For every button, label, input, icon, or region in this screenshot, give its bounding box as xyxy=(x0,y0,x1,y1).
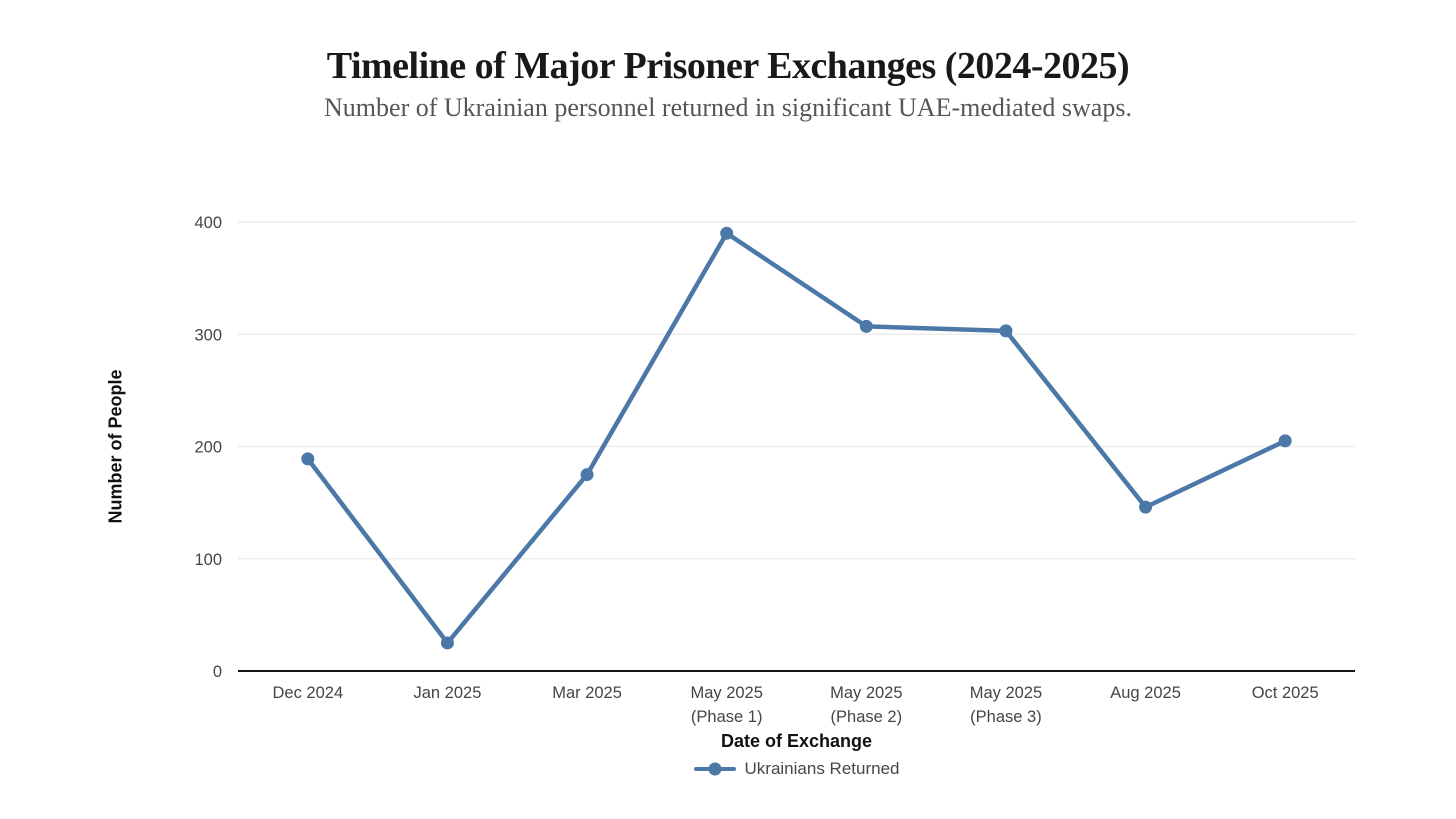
data-point xyxy=(1278,434,1292,448)
chart-subtitle: Number of Ukrainian personnel returned i… xyxy=(324,93,1132,122)
data-point xyxy=(720,226,734,240)
x-tick-label: May 2025 xyxy=(690,684,762,702)
series-line xyxy=(305,230,1288,646)
data-point xyxy=(999,324,1013,338)
x-tick-label: Jan 2025 xyxy=(413,684,481,702)
y-tick-label: 200 xyxy=(194,439,222,457)
x-tick-label: May 2025 xyxy=(970,684,1042,702)
legend-series-label: Ukrainians Returned xyxy=(744,759,900,778)
legend-line-marker-icon xyxy=(693,762,736,776)
data-point xyxy=(440,636,454,650)
y-tick-label: 300 xyxy=(194,326,222,344)
y-tick-label: 0 xyxy=(213,663,222,681)
y-tick-label: 100 xyxy=(194,551,222,569)
chart-title: Timeline of Major Prisoner Exchanges (20… xyxy=(326,45,1130,87)
data-point xyxy=(1139,500,1153,514)
x-axis-title: Date of Exchange xyxy=(720,731,873,751)
x-tick-label: Oct 2025 xyxy=(1252,684,1319,702)
data-point xyxy=(580,468,594,482)
y-tick-label: 400 xyxy=(194,214,222,232)
x-tick-label: (Phase 2) xyxy=(831,708,903,726)
legend-dot-icon xyxy=(708,762,722,776)
x-tick-label: (Phase 3) xyxy=(970,708,1042,726)
y-axis-title: Number of People xyxy=(105,369,126,524)
x-tick-label: Mar 2025 xyxy=(552,684,622,702)
x-tick-label: Dec 2024 xyxy=(272,684,343,702)
x-tick-label: (Phase 1) xyxy=(691,708,763,726)
data-point xyxy=(859,319,873,333)
data-point xyxy=(301,452,315,466)
x-tick-label: Aug 2025 xyxy=(1110,684,1181,702)
x-tick-label: May 2025 xyxy=(830,684,902,702)
legend: Ukrainians Returned xyxy=(238,759,1355,779)
